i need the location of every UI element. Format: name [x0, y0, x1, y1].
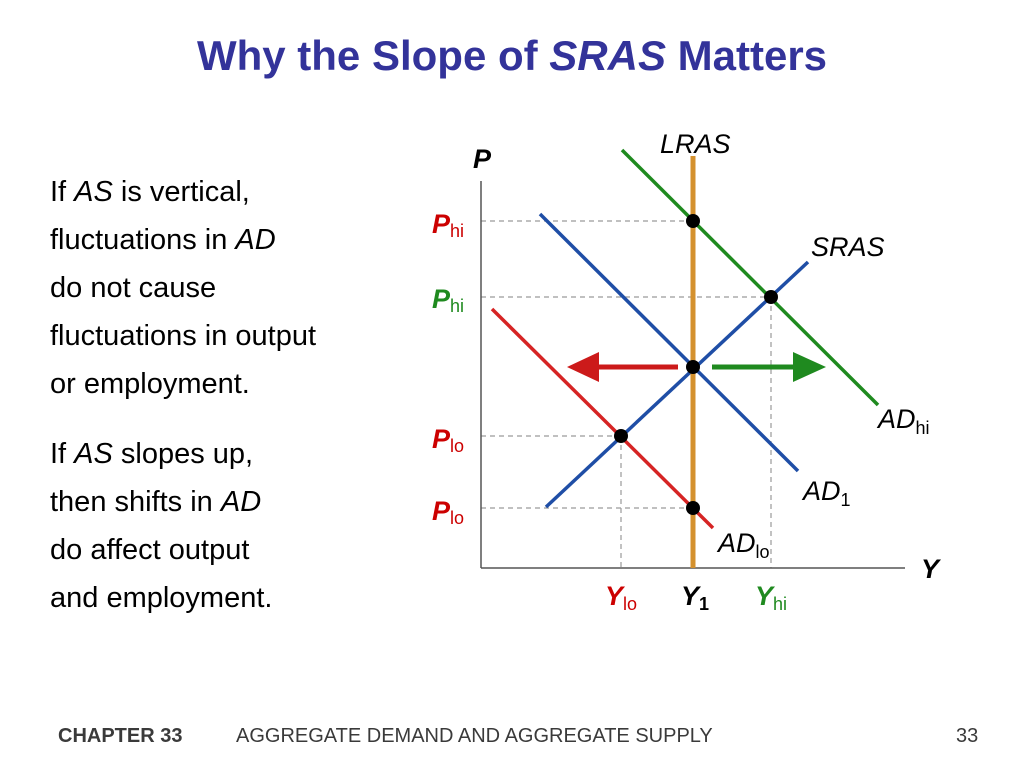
title-sras: SRAS: [549, 32, 666, 79]
output-label-ylo: Ylo: [605, 581, 637, 614]
ad1-curve: [538, 212, 800, 473]
sras-label: SRAS: [811, 232, 885, 262]
equilibrium-points: [614, 214, 778, 515]
price-label-plo-2: Plo: [432, 496, 464, 528]
p2-l2a: then shifts in: [50, 486, 221, 518]
p1-l1c: is vertical,: [112, 176, 250, 208]
p1-line3: do not cause: [50, 272, 217, 304]
output-label-y1: Y1: [681, 581, 709, 614]
shift-right-arrow: [712, 352, 826, 382]
output-label-yhi: Yhi: [755, 581, 787, 614]
axis-p-label: P: [473, 144, 492, 174]
p1-line1: If AS is vertical,: [50, 168, 316, 216]
sras-curve: [544, 260, 810, 509]
title-prefix: Why the Slope of: [196, 32, 550, 79]
footer-chapter: CHAPTER 33: [58, 725, 183, 747]
ad1-label: AD1: [801, 476, 851, 510]
lras-label: LRAS: [660, 129, 731, 159]
p2-line2: then shifts in AD: [50, 478, 272, 526]
p1-l2a: fluctuations in: [50, 224, 236, 256]
p1-line5: or employment.: [50, 368, 250, 400]
page-number: 33: [956, 725, 979, 747]
title-suffix: Matters: [665, 32, 828, 79]
paragraph-sloped-as: If AS slopes up, then shifts in AD do af…: [50, 430, 272, 622]
shift-left-arrow: [567, 352, 678, 382]
p2-l2b: AD: [220, 486, 262, 518]
p2-l1a: If: [50, 438, 75, 470]
p1-l2b: AD: [235, 224, 276, 256]
p1-l1a: If: [50, 176, 75, 208]
adhi-label: ADhi: [876, 404, 930, 438]
axis-y-label: Y: [921, 554, 942, 584]
p2-l1b: AS: [74, 438, 113, 470]
adlo-curve: [490, 307, 715, 530]
slide-title: Why the Slope of SRAS Matters: [0, 32, 1024, 80]
p2-line4: and employment.: [50, 582, 273, 614]
price-label-phi-2: Phi: [432, 284, 464, 316]
adlo-label: ADlo: [716, 528, 770, 562]
p2-line1: If AS slopes up,: [50, 430, 272, 478]
dashed-guides: [481, 220, 772, 568]
p2-l1c: slopes up,: [112, 438, 254, 470]
p1-line4: fluctuations in output: [50, 320, 317, 352]
footer-title: AGGREGATE DEMAND AND AGGREGATE SUPPLY: [236, 725, 713, 747]
price-label-plo-1: Plo: [432, 424, 464, 456]
point-lras-adlo: [686, 501, 700, 515]
point-center: [686, 360, 700, 374]
p1-line2: fluctuations in AD: [50, 216, 316, 264]
paragraph-vertical-as: If AS is vertical, fluctuations in AD do…: [50, 168, 316, 408]
price-label-phi-1: Phi: [432, 209, 464, 241]
point-sras-adhi: [764, 290, 778, 304]
adhi-curve: [620, 148, 880, 407]
p2-line3: do affect output: [50, 534, 250, 566]
p1-l1b: AS: [74, 176, 113, 208]
point-sras-adlo: [614, 429, 628, 443]
point-lras-adhi: [686, 214, 700, 228]
